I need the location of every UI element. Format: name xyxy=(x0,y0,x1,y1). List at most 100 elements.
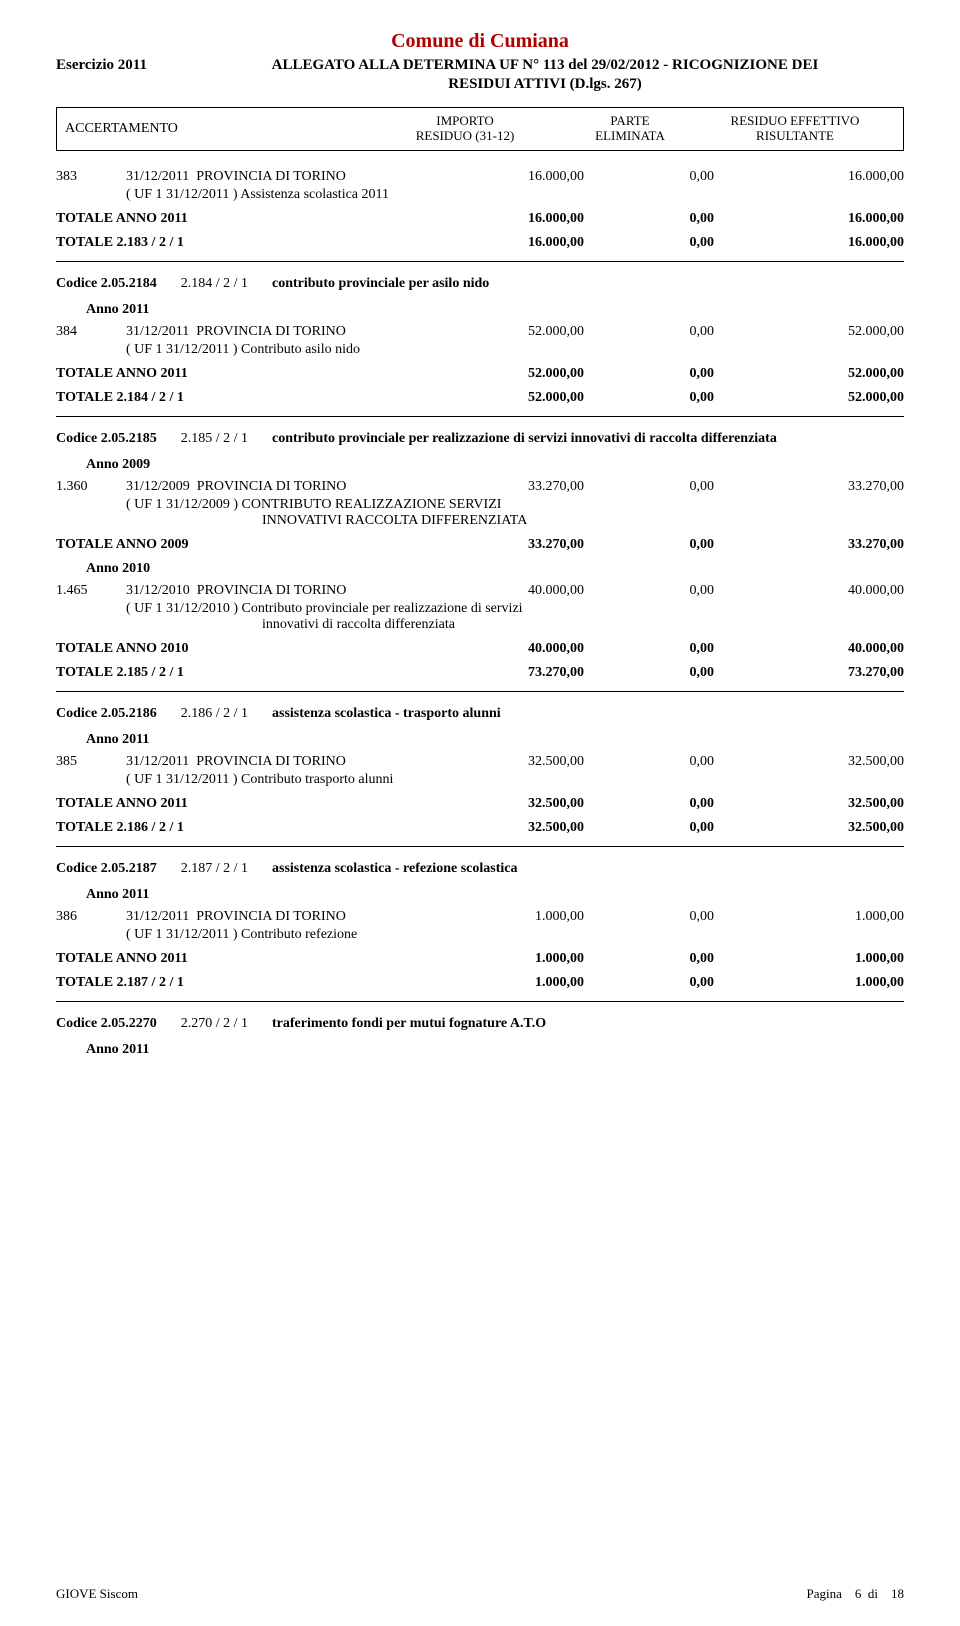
anno-label: Anno 2011 xyxy=(86,887,904,903)
codice-desc: traferimento fondi per mutui fognature A… xyxy=(272,1016,546,1032)
entry-desc-l1: ( UF 1 31/12/2010 ) Contributo provincia… xyxy=(126,601,904,617)
entry-desc-row: ( UF 1 31/12/2011 ) Contributo refezione xyxy=(56,927,904,943)
entry-row: 1.465 31/12/2010 PROVINCIA DI TORINO 40.… xyxy=(56,583,904,599)
entry-num: 1.360 xyxy=(56,479,126,495)
page-footer: GIOVE Siscom Pagina 6 di 18 xyxy=(56,1586,904,1602)
footer-right: Pagina 6 di 18 xyxy=(806,1586,904,1602)
entry-amt-1: 40.000,00 xyxy=(406,583,596,599)
codice-code2: 2.186 / 2 / 1 xyxy=(181,706,248,722)
footer-left: GIOVE Siscom xyxy=(56,1586,138,1602)
totale-a1: 73.270,00 xyxy=(406,665,596,681)
totale-anno-a1: 40.000,00 xyxy=(406,641,596,657)
totale-a3: 1.000,00 xyxy=(726,975,904,991)
totale-anno-a2: 0,00 xyxy=(596,796,726,812)
codice-code2: 2.184 / 2 / 1 xyxy=(181,276,248,292)
totale-anno-row: TOTALE ANNO 2010 40.000,00 0,00 40.000,0… xyxy=(56,641,904,657)
entry-amt-2: 0,00 xyxy=(596,169,726,185)
totale-anno-row: TOTALE ANNO 2011 16.000,00 0,00 16.000,0… xyxy=(56,211,904,227)
col-residuo-l1: RESIDUO EFFETTIVO xyxy=(695,114,895,129)
entry-date-ente: 31/12/2009 PROVINCIA DI TORINO xyxy=(126,479,406,495)
totale-a3: 73.270,00 xyxy=(726,665,904,681)
col-residuo: RESIDUO EFFETTIVO RISULTANTE xyxy=(695,114,895,144)
entry-desc-l2: innovativi di raccolta differenziata xyxy=(126,617,904,633)
entry-desc: ( UF 1 31/12/2011 ) Assistenza scolastic… xyxy=(126,187,904,203)
totale-anno-a3: 33.270,00 xyxy=(726,537,904,553)
totale-anno-a2: 0,00 xyxy=(596,537,726,553)
entry-row: 384 31/12/2011 PROVINCIA DI TORINO 52.00… xyxy=(56,324,904,340)
entry-desc: ( UF 1 31/12/2009 ) CONTRIBUTO REALIZZAZ… xyxy=(126,497,904,529)
codice-line: Codice 2.05.2184 2.184 / 2 / 1 contribut… xyxy=(56,276,904,292)
codice-desc: assistenza scolastica - trasporto alunni xyxy=(272,706,501,722)
entry-date: 31/12/2011 xyxy=(126,169,189,184)
totale-anno-a3: 40.000,00 xyxy=(726,641,904,657)
entry-row: 1.360 31/12/2009 PROVINCIA DI TORINO 33.… xyxy=(56,479,904,495)
totale-label: TOTALE 2.183 / 2 / 1 xyxy=(56,235,406,251)
totale-anno-a3: 16.000,00 xyxy=(726,211,904,227)
totale-a1: 32.500,00 xyxy=(406,820,596,836)
anno-label: Anno 2009 xyxy=(86,457,904,473)
totale-a2: 0,00 xyxy=(596,390,726,406)
entry-ente: PROVINCIA DI TORINO xyxy=(196,909,346,924)
entry-num: 384 xyxy=(56,324,126,340)
totale-anno-a1: 16.000,00 xyxy=(406,211,596,227)
entry-date: 31/12/2011 xyxy=(126,754,189,769)
entry-amt-1: 33.270,00 xyxy=(406,479,596,495)
codice-label: Codice 2.05.2187 xyxy=(56,861,157,877)
footer-right-mid: di xyxy=(868,1586,878,1601)
totale-a1: 52.000,00 xyxy=(406,390,596,406)
totale-a3: 32.500,00 xyxy=(726,820,904,836)
entry-date: 31/12/2011 xyxy=(126,324,189,339)
entry-date: 31/12/2009 xyxy=(126,479,190,494)
totale-anno-label: TOTALE ANNO 2011 xyxy=(56,211,406,227)
totale-row: TOTALE 2.187 / 2 / 1 1.000,00 0,00 1.000… xyxy=(56,975,904,991)
entry-ente: PROVINCIA DI TORINO xyxy=(196,169,346,184)
totale-anno-a1: 32.500,00 xyxy=(406,796,596,812)
totale-a3: 52.000,00 xyxy=(726,390,904,406)
col-residuo-l2: RISULTANTE xyxy=(695,129,895,144)
entry-amt-2: 0,00 xyxy=(596,583,726,599)
codice-desc: contributo provinciale per realizzazione… xyxy=(272,431,777,447)
entry-num: 1.465 xyxy=(56,583,126,599)
entry-amt-3: 16.000,00 xyxy=(726,169,904,185)
anno-label: Anno 2011 xyxy=(86,1042,904,1058)
entry-row: 385 31/12/2011 PROVINCIA DI TORINO 32.50… xyxy=(56,754,904,770)
entry-desc: ( UF 1 31/12/2011 ) Contributo refezione xyxy=(126,927,904,943)
entry-amt-1: 52.000,00 xyxy=(406,324,596,340)
totale-anno-a2: 0,00 xyxy=(596,641,726,657)
totale-anno-row: TOTALE ANNO 2011 1.000,00 0,00 1.000,00 xyxy=(56,951,904,967)
entry-desc-l1: ( UF 1 31/12/2009 ) CONTRIBUTO REALIZZAZ… xyxy=(126,497,904,513)
entry-amt-1: 1.000,00 xyxy=(406,909,596,925)
col-importo-l1: IMPORTO xyxy=(365,114,565,129)
allegato-line-1: ALLEGATO ALLA DETERMINA UF N° 113 del 29… xyxy=(186,57,904,74)
totale-row: TOTALE 2.185 / 2 / 1 73.270,00 0,00 73.2… xyxy=(56,665,904,681)
entry-num: 385 xyxy=(56,754,126,770)
entry-date-ente: 31/12/2011 PROVINCIA DI TORINO xyxy=(126,754,406,770)
totale-a2: 0,00 xyxy=(596,665,726,681)
codice-line: Codice 2.05.2270 2.270 / 2 / 1 traferime… xyxy=(56,1016,904,1032)
totale-anno-label: TOTALE ANNO 2010 xyxy=(56,641,406,657)
totale-anno-a1: 52.000,00 xyxy=(406,366,596,382)
entry-ente: PROVINCIA DI TORINO xyxy=(197,479,347,494)
entry-amt-1: 16.000,00 xyxy=(406,169,596,185)
esercizio-label: Esercizio 2011 xyxy=(56,57,186,74)
entry-amt-2: 0,00 xyxy=(596,754,726,770)
entry-desc-row: ( UF 1 31/12/2011 ) Contributo trasporto… xyxy=(56,772,904,788)
entry-amt-2: 0,00 xyxy=(596,324,726,340)
totale-row: TOTALE 2.186 / 2 / 1 32.500,00 0,00 32.5… xyxy=(56,820,904,836)
entry-date-ente: 31/12/2011 PROVINCIA DI TORINO xyxy=(126,324,406,340)
totale-anno-a3: 52.000,00 xyxy=(726,366,904,382)
section-divider xyxy=(56,691,904,692)
totale-anno-label: TOTALE ANNO 2011 xyxy=(56,951,406,967)
allegato-line-2: RESIDUI ATTIVI (D.lgs. 267) xyxy=(186,76,904,93)
entry-desc: ( UF 1 31/12/2010 ) Contributo provincia… xyxy=(126,601,904,633)
entry-row: 386 31/12/2011 PROVINCIA DI TORINO 1.000… xyxy=(56,909,904,925)
totale-a1: 16.000,00 xyxy=(406,235,596,251)
entry-date-ente: 31/12/2011 PROVINCIA DI TORINO xyxy=(126,909,406,925)
totale-a1: 1.000,00 xyxy=(406,975,596,991)
section-divider xyxy=(56,846,904,847)
codice-label: Codice 2.05.2184 xyxy=(56,276,157,292)
codice-code2: 2.270 / 2 / 1 xyxy=(181,1016,248,1032)
section-divider xyxy=(56,261,904,262)
totale-anno-row: TOTALE ANNO 2009 33.270,00 0,00 33.270,0… xyxy=(56,537,904,553)
totale-anno-a3: 32.500,00 xyxy=(726,796,904,812)
